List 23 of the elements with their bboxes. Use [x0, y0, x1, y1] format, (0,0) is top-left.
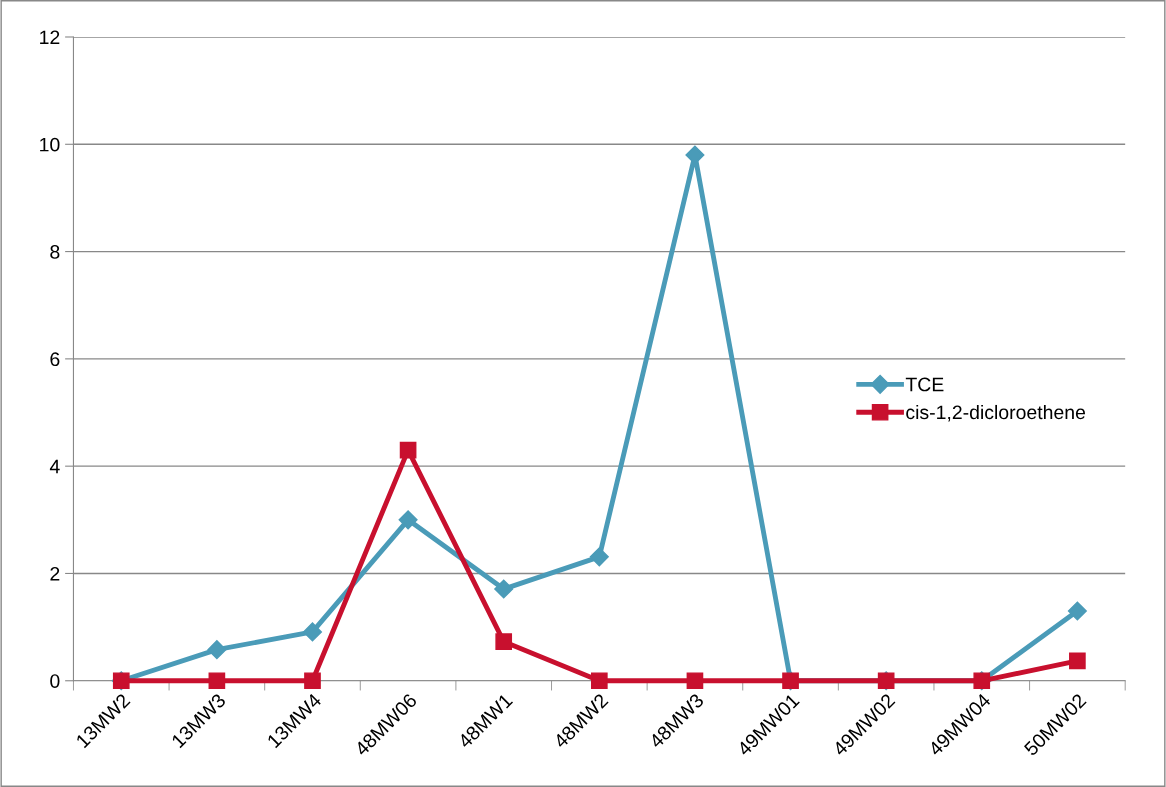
legend-label: cis-1,2-dicloroethene — [906, 404, 1086, 422]
y-tick-label: 10 — [40, 137, 60, 152]
y-tick-label: 4 — [49, 459, 60, 474]
point — [494, 579, 514, 599]
y-tick-label: 2 — [50, 566, 60, 581]
point — [208, 672, 226, 690]
y-tick-label: 8 — [50, 245, 60, 259]
point — [1069, 652, 1086, 670]
point — [495, 633, 513, 650]
point — [302, 622, 323, 642]
point — [686, 672, 704, 690]
point — [1067, 601, 1087, 621]
point — [590, 672, 608, 690]
y-tick-label: 0 — [50, 674, 60, 688]
legend-label: TCE — [905, 377, 944, 392]
point — [304, 672, 321, 690]
point — [399, 441, 417, 459]
y-tick-label: 6 — [50, 352, 60, 367]
y-tick-label: 12 — [40, 30, 60, 45]
point — [207, 640, 227, 660]
point — [589, 547, 609, 567]
point — [685, 145, 705, 165]
point — [398, 510, 418, 530]
